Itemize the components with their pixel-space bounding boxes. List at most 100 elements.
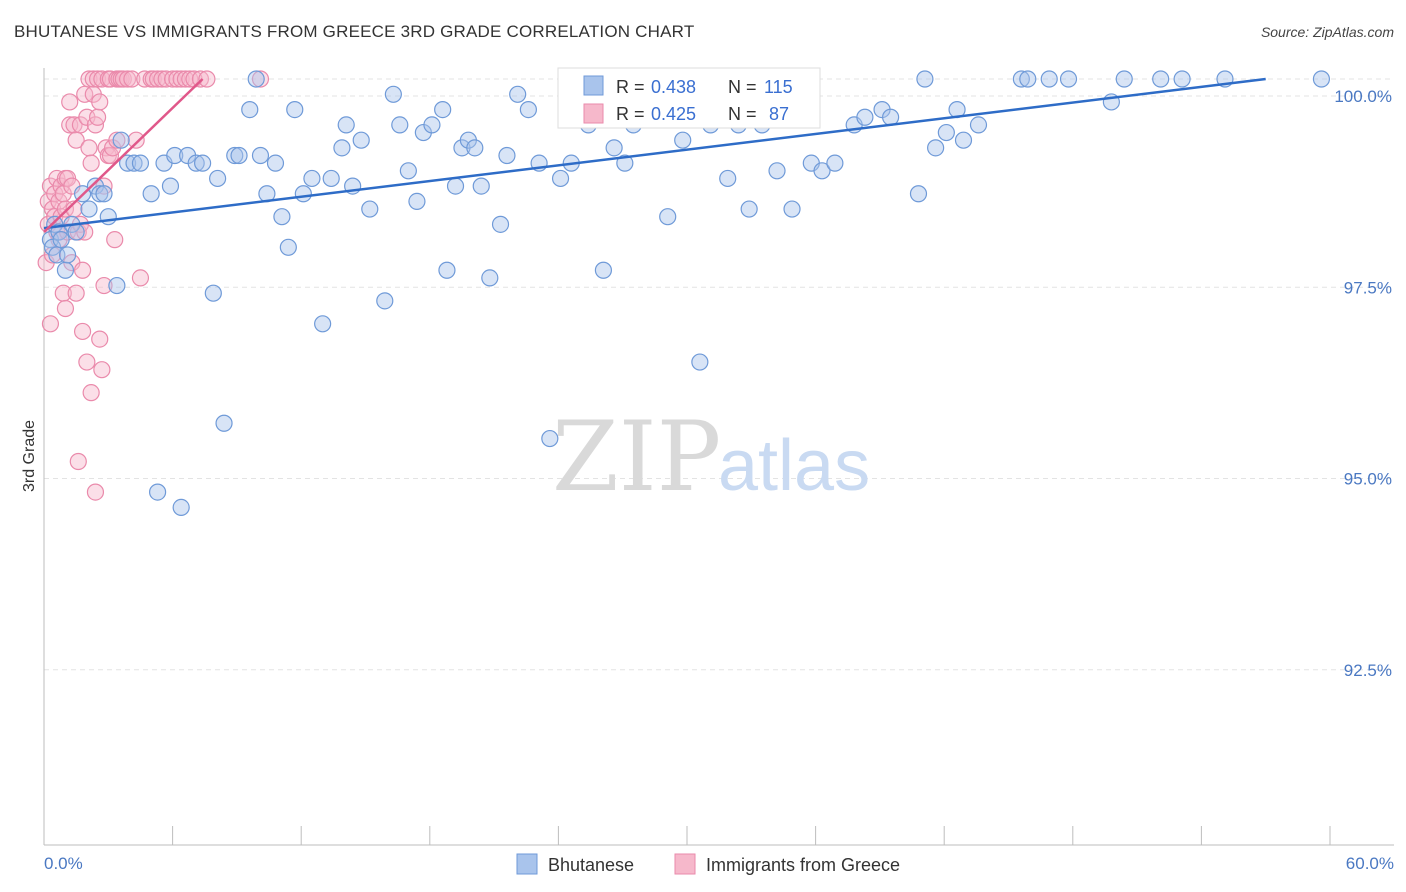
bhutanese-point-33 — [226, 146, 244, 165]
greece-point-34 — [73, 261, 92, 279]
series-legend: Bhutanese Immigrants from Greece — [516, 853, 900, 875]
bhutanese-point-47 — [333, 139, 351, 157]
legend-r-value-1: 0.425 — [651, 104, 696, 124]
greece-point-22 — [61, 93, 79, 111]
bhutanese-point-24 — [161, 177, 180, 195]
bhutanese-point-14 — [95, 185, 113, 203]
greece-point-86 — [251, 70, 270, 88]
x-tick-label-min: 0.0% — [44, 854, 83, 873]
bhutanese-point-73 — [551, 169, 570, 188]
bhutanese-point-40 — [273, 208, 291, 226]
bhutanese-point-55 — [399, 162, 417, 180]
bhutanese-point-45 — [314, 315, 332, 333]
bottom-legend-swatch-bhutanese — [516, 853, 538, 875]
bhutanese-point-67 — [491, 215, 510, 233]
bhutanese-point-68 — [498, 146, 516, 165]
legend-r-value-0: 0.438 — [651, 77, 696, 97]
greece-point-31 — [69, 452, 87, 471]
bhutanese-point-36 — [247, 70, 265, 88]
bhutanese-point-89 — [768, 162, 786, 180]
greece-point-39 — [78, 353, 96, 371]
bhutanese-point-111 — [1152, 70, 1170, 88]
legend-n-value-0: 115 — [764, 77, 793, 97]
bhutanese-point-43 — [294, 185, 312, 203]
greece-point-29 — [67, 284, 85, 302]
bhutanese-point-5 — [52, 231, 70, 249]
y-axis-label: 3rd Grade — [21, 420, 38, 492]
greece-point-71 — [131, 269, 150, 287]
bhutanese-point-21 — [142, 185, 160, 203]
greece-point-19 — [56, 299, 75, 318]
bhutanese-point-30 — [204, 284, 222, 302]
bhutanese-point-51 — [361, 200, 379, 218]
greece-point-70 — [127, 131, 145, 149]
watermark-zip: ZIP — [552, 401, 721, 513]
bhutanese-point-46 — [322, 169, 340, 188]
bhutanese-point-44 — [303, 169, 321, 188]
greece-point-40 — [80, 139, 98, 157]
bhutanese-point-66 — [481, 269, 499, 287]
bhutanese-point-52 — [376, 292, 394, 310]
bhutanese-point-11 — [80, 200, 98, 218]
bhutanese-point-15 — [99, 208, 117, 226]
bhutanese-point-70 — [519, 100, 537, 119]
greece-point-85 — [198, 70, 216, 88]
legend-r-label-0: R = — [616, 77, 645, 97]
bhutanese-point-81 — [659, 208, 677, 226]
bhutanese-point-76 — [594, 261, 613, 279]
bhutanese-point-99 — [916, 70, 934, 88]
legend-n-label-1: N = — [728, 104, 757, 124]
bhutanese-point-64 — [466, 139, 484, 157]
bhutanese-point-17 — [112, 131, 130, 149]
bhutanese-point-42 — [286, 100, 304, 119]
bhutanese-point-60 — [438, 261, 456, 279]
stats-legend: R = 0.438 N = 115 R = 0.425 N = 87 — [557, 67, 821, 129]
x-tick-label-max: 60.0% — [1346, 854, 1394, 873]
bhutanese-point-61 — [446, 177, 465, 195]
greece-point-69 — [123, 70, 141, 88]
greece-point-62 — [106, 231, 124, 249]
bhutanese-point-13 — [91, 185, 109, 203]
bhutanese-point-82 — [674, 131, 692, 149]
bhutanese-point-7 — [58, 246, 77, 264]
source-credit: Source: ZipAtlas.com — [1260, 24, 1394, 40]
bhutanese-point-22 — [148, 483, 167, 501]
bhutanese-point-25 — [166, 146, 184, 165]
legend-swatch-greece — [583, 103, 604, 124]
bhutanese-point-78 — [616, 154, 634, 172]
bhutanese-point-31 — [209, 169, 227, 188]
bhutanese-point-72 — [541, 429, 559, 448]
y-tick-label-2: 97.5% — [1344, 278, 1392, 297]
bhutanese-point-106 — [1019, 70, 1037, 88]
bhutanese-point-37 — [251, 146, 270, 165]
bhutanese-point-87 — [740, 200, 758, 218]
y-tick-label-3: 100.0% — [1334, 87, 1392, 106]
bhutanese-point-9 — [67, 223, 85, 241]
bhutanese-point-26 — [172, 498, 190, 516]
bhutanese-point-110 — [1115, 70, 1133, 88]
bhutanese-point-39 — [266, 154, 285, 172]
bhutanese-point-28 — [187, 154, 205, 172]
bhutanese-point-6 — [56, 261, 75, 279]
bhutanese-point-105 — [1012, 70, 1030, 88]
bottom-legend-label-bhutanese: Bhutanese — [548, 855, 634, 875]
bhutanese-point-20 — [131, 154, 150, 172]
bhutanese-point-97 — [882, 108, 900, 126]
greece-point-64 — [108, 131, 126, 149]
bhutanese-point-108 — [1059, 70, 1078, 88]
bhutanese-point-85 — [719, 169, 737, 188]
bhutanese-point-41 — [279, 238, 297, 256]
bhutanese-point-101 — [937, 123, 955, 142]
bhutanese-point-34 — [230, 146, 248, 165]
legend-swatch-bhutanese — [583, 75, 604, 96]
y-tick-label-1: 95.0% — [1344, 470, 1392, 489]
bhutanese-point-54 — [391, 116, 409, 134]
bhutanese-point-83 — [691, 353, 709, 371]
bottom-legend-swatch-greece — [674, 853, 696, 875]
legend-n-label-0: N = — [728, 77, 757, 97]
greece-trend-line — [43, 78, 204, 233]
bhutanese-point-56 — [408, 192, 426, 210]
bhutanese-point-35 — [241, 100, 259, 119]
bhutanese-point-90 — [783, 200, 801, 218]
greece-point-4 — [41, 315, 60, 333]
